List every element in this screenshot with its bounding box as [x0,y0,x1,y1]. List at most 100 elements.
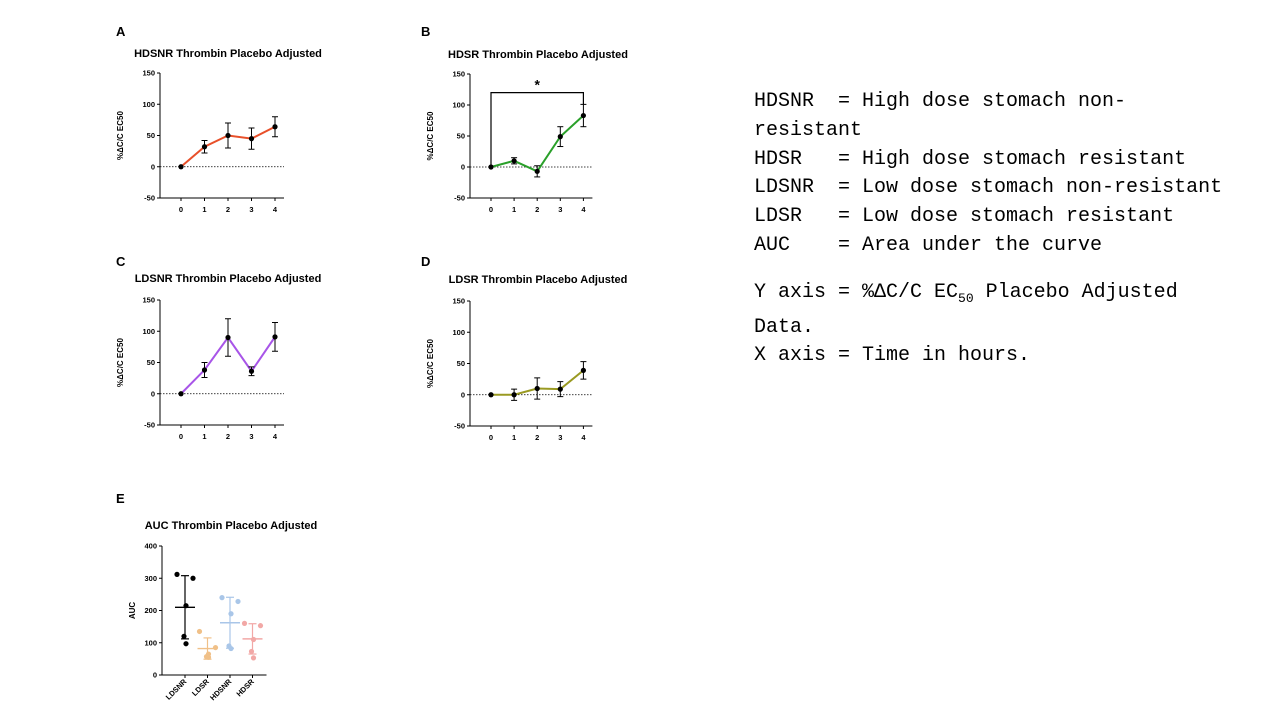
legend-spacer [754,261,1234,279]
x-tick-label: 0 [489,205,493,214]
x-tick-label: 3 [558,433,562,442]
data-point [272,334,278,340]
data-point [228,611,234,617]
data-point [205,654,212,660]
panel-b: B HDSR Thrombin Placebo Adjusted -50 0 50 100… [421,24,628,214]
x-tick-label: 1 [202,205,206,214]
data-point [183,603,189,609]
chart-title: AUC Thrombin Placebo Adjusted [145,520,318,532]
x-tick-label: 0 [179,432,183,441]
y-tick-label: 50 [457,359,465,368]
panel-e: E AUC Thrombin Placebo Adjusted 0 100 200 300… [116,491,317,702]
x-tick-label: 2 [226,432,230,441]
significance-marker: * [534,77,540,93]
y-tick-label: 150 [142,69,155,78]
data-point [219,595,225,601]
y-axis-label: AUC [128,602,137,620]
data-point [511,158,517,164]
x-tick-label: 3 [249,205,253,214]
y-tick-label: 200 [144,606,157,615]
data-point [178,164,184,170]
abbreviation-legend: HDSNR = High dose stomach non-resistant … [754,88,1234,371]
data-point [178,391,184,397]
data-point [248,136,255,142]
y-axis-label: %ΔC/C EC50 [426,111,435,160]
panel-letter-b: B [421,24,430,39]
y-tick-label: -50 [454,422,465,431]
panel-d: D LDSR Thrombin Placebo Adjusted -50 0 50 100… [421,254,627,442]
panel-letter-c: C [116,254,126,269]
x-tick-label: 3 [249,432,253,441]
legend-y-axis: Y axis = %ΔC/C EC50 Placebo Adjusted Dat… [754,279,1234,343]
data-point [557,134,563,140]
x-tick-label: 0 [489,433,493,442]
y-tick-label: 50 [147,358,155,367]
y-tick-label: 0 [151,389,155,398]
legend-y-axis-prefix: Y axis = %ΔC/C EC [754,280,959,304]
legend-line-ldsnr: LDSNR = Low dose stomach non-resistant [754,176,1223,200]
data-point [272,124,278,130]
y-tick-label: 0 [151,162,155,171]
x-tick-label: 4 [581,433,586,442]
series-line [490,114,585,173]
x-tick-label: 1 [202,432,206,441]
legend-line-hdsr: HDSR = High dose stomach resistant [754,147,1187,171]
y-tick-label: 100 [452,101,465,110]
data-point [212,644,219,651]
x-tick-label: 0 [179,205,183,214]
data-point [190,575,196,581]
data-point [250,655,257,661]
data-point [580,112,587,119]
y-tick-label: 100 [142,100,155,109]
chart-title: HDSR Thrombin Placebo Adjusted [448,49,628,61]
legend-line-ldsr: LDSR = Low dose stomach resistant [754,205,1175,229]
y-tick-label: 150 [142,296,155,305]
x-tick-label: HDSNR [208,677,234,703]
data-point [257,623,264,629]
y-tick-label: 0 [461,163,465,172]
x-tick-label: 3 [558,205,562,214]
significance-bracket [490,91,585,167]
y-axis-label: %ΔC/C EC50 [116,111,125,160]
data-point [181,633,187,639]
panel-letter-e: E [116,491,125,506]
panel-letter-d: D [421,254,430,269]
x-tick-label: 1 [512,205,516,214]
data-point [511,392,517,398]
data-point [580,367,587,373]
data-point [228,645,234,652]
data-point [534,168,540,174]
y-tick-label: 50 [457,132,465,141]
y-axis-label: %ΔC/C EC50 [116,338,125,387]
legend-line-hdsnr: HDSNR = High dose stomach non-resistant [754,90,1127,142]
chart-title: HDSNR Thrombin Placebo Adjusted [134,48,322,60]
data-point [183,641,189,647]
legend-y-axis-suffix: Placebo Adjusted Data. [754,280,1190,339]
data-point [488,392,494,398]
data-point [557,386,563,392]
data-point [201,367,208,373]
legend-y-axis-subscript: 50 [958,290,974,306]
x-tick-label: 1 [512,433,516,442]
data-point [248,368,255,374]
y-tick-label: -50 [144,194,155,203]
x-tick-label: 4 [581,205,586,214]
y-tick-label: 100 [144,638,157,647]
x-tick-label: 4 [273,432,278,441]
y-tick-label: 400 [144,542,157,551]
x-tick-label: 4 [273,205,278,214]
data-point [250,636,257,643]
x-tick-label: 2 [226,205,230,214]
x-tick-label: HDSR [235,677,257,699]
legend-x-axis: X axis = Time in hours. [754,344,1031,368]
y-tick-label: 150 [452,297,465,306]
y-tick-label: 100 [142,327,155,336]
data-point [248,648,255,655]
y-axis-label: %ΔC/C EC50 [426,339,435,388]
legend-line-auc: AUC = Area under the curve [754,233,1103,257]
data-point [225,132,231,139]
data-point [201,144,208,150]
data-point [235,598,241,605]
